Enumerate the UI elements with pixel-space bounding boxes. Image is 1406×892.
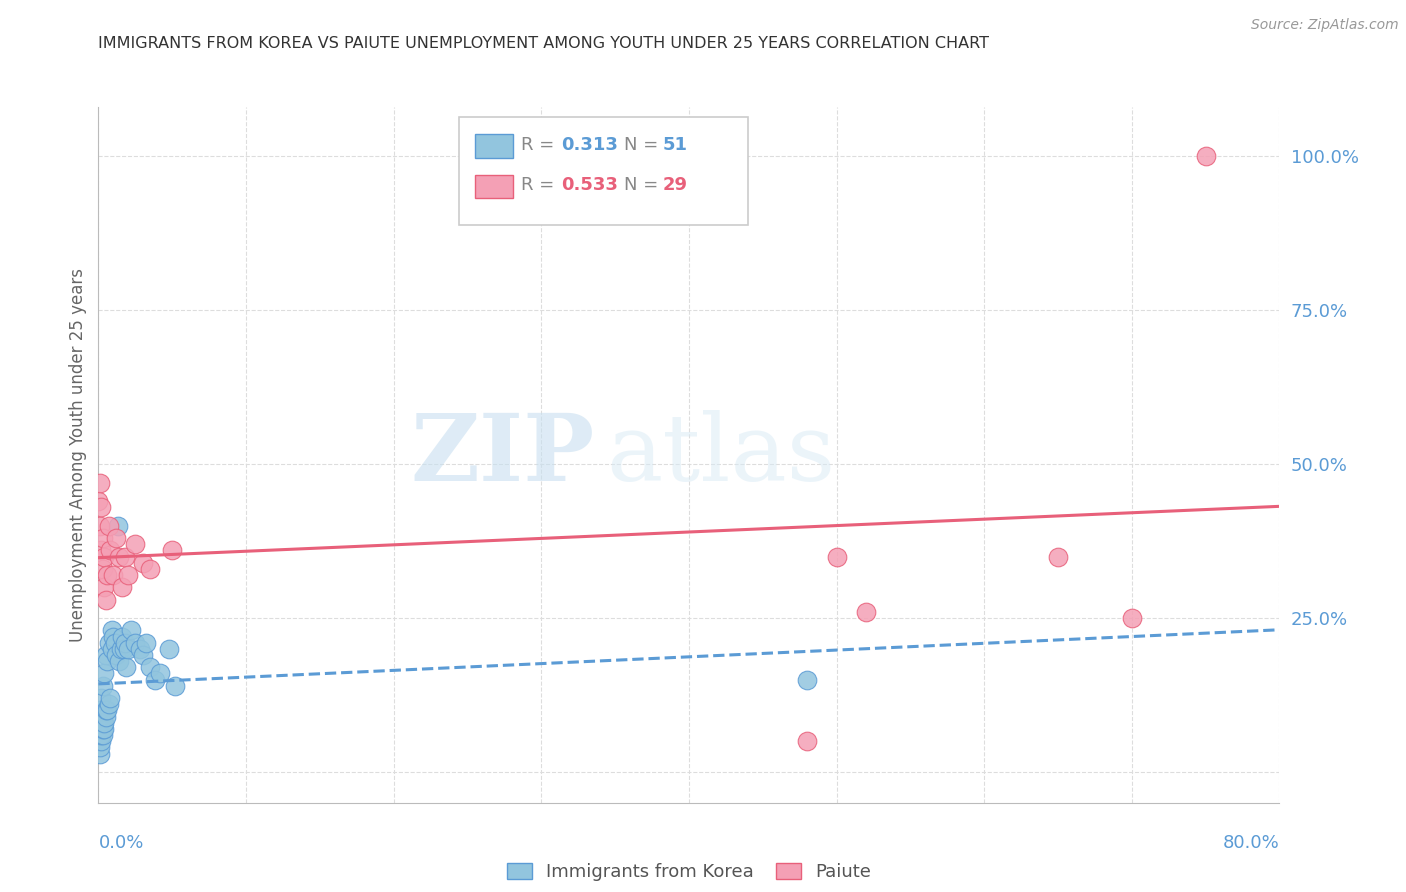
Point [94, 592, 117, 607]
Point [135, 636, 157, 650]
Point [143, 673, 166, 687]
Point [1121, 611, 1143, 625]
Point [91, 679, 114, 693]
Point [115, 660, 138, 674]
Point [97, 636, 120, 650]
Point [117, 568, 139, 582]
Point [100, 624, 122, 638]
Point [93, 715, 115, 730]
Text: 0.0%: 0.0% [98, 834, 143, 852]
Point [89, 475, 111, 490]
Point [91, 531, 114, 545]
Point [87, 494, 110, 508]
FancyBboxPatch shape [475, 175, 513, 198]
Legend: Immigrants from Korea, Paiute: Immigrants from Korea, Paiute [498, 854, 880, 890]
Point [87, 734, 110, 748]
Text: N =: N = [624, 136, 664, 153]
Point [111, 580, 134, 594]
Point [89, 740, 111, 755]
Point [97, 518, 120, 533]
Point [93, 722, 115, 736]
Point [103, 568, 125, 582]
Text: 0.313: 0.313 [561, 136, 619, 153]
Point [1195, 149, 1218, 163]
Point [117, 641, 139, 656]
Point [90, 722, 112, 736]
Point [108, 654, 131, 668]
Point [94, 703, 117, 717]
Point [110, 641, 132, 656]
Point [91, 728, 114, 742]
Point [89, 728, 111, 742]
Point [90, 728, 112, 742]
Point [89, 715, 111, 730]
Point [93, 549, 115, 564]
Point [89, 518, 111, 533]
Point [89, 747, 111, 761]
Point [90, 500, 112, 515]
Point [91, 722, 114, 736]
FancyBboxPatch shape [475, 134, 513, 158]
Point [98, 543, 121, 558]
Point [120, 624, 142, 638]
Point [162, 543, 183, 558]
Text: 0.533: 0.533 [561, 176, 619, 194]
Point [93, 580, 115, 594]
Point [103, 630, 125, 644]
Point [124, 537, 146, 551]
Text: R =: R = [522, 176, 560, 194]
Point [165, 679, 187, 693]
Point [796, 734, 818, 748]
Point [90, 709, 112, 723]
Point [89, 722, 111, 736]
Text: 29: 29 [664, 176, 688, 194]
Text: R =: R = [522, 136, 560, 153]
Point [96, 654, 118, 668]
Point [796, 673, 818, 687]
Point [98, 691, 121, 706]
Point [94, 709, 117, 723]
Point [855, 605, 877, 619]
Point [97, 698, 120, 712]
Point [1046, 549, 1069, 564]
Point [132, 648, 155, 662]
Point [139, 660, 162, 674]
Point [96, 568, 118, 582]
Text: ZIP: ZIP [411, 410, 595, 500]
Point [128, 641, 150, 656]
Point [139, 562, 162, 576]
Point [114, 549, 136, 564]
Text: atlas: atlas [606, 410, 835, 500]
Point [90, 691, 112, 706]
Point [107, 518, 129, 533]
Text: 80.0%: 80.0% [1223, 834, 1279, 852]
Point [111, 630, 134, 644]
Point [108, 549, 131, 564]
Point [149, 666, 172, 681]
Text: Source: ZipAtlas.com: Source: ZipAtlas.com [1251, 18, 1399, 32]
Point [105, 531, 128, 545]
Text: N =: N = [624, 176, 664, 194]
Point [105, 648, 128, 662]
Point [89, 703, 111, 717]
Y-axis label: Unemployment Among Youth under 25 years: Unemployment Among Youth under 25 years [69, 268, 87, 642]
Point [825, 549, 848, 564]
Text: IMMIGRANTS FROM KOREA VS PAIUTE UNEMPLOYMENT AMONG YOUTH UNDER 25 YEARS CORRELAT: IMMIGRANTS FROM KOREA VS PAIUTE UNEMPLOY… [98, 36, 990, 51]
Point [91, 562, 114, 576]
Point [104, 636, 127, 650]
Point [90, 543, 112, 558]
Point [132, 556, 155, 570]
Point [91, 715, 114, 730]
Point [93, 666, 115, 681]
Text: 51: 51 [664, 136, 688, 153]
Point [112, 641, 135, 656]
Point [157, 641, 180, 656]
Point [94, 648, 117, 662]
FancyBboxPatch shape [458, 118, 748, 226]
Point [114, 636, 136, 650]
Point [100, 641, 122, 656]
Point [96, 703, 118, 717]
Point [124, 636, 146, 650]
Point [90, 734, 112, 748]
